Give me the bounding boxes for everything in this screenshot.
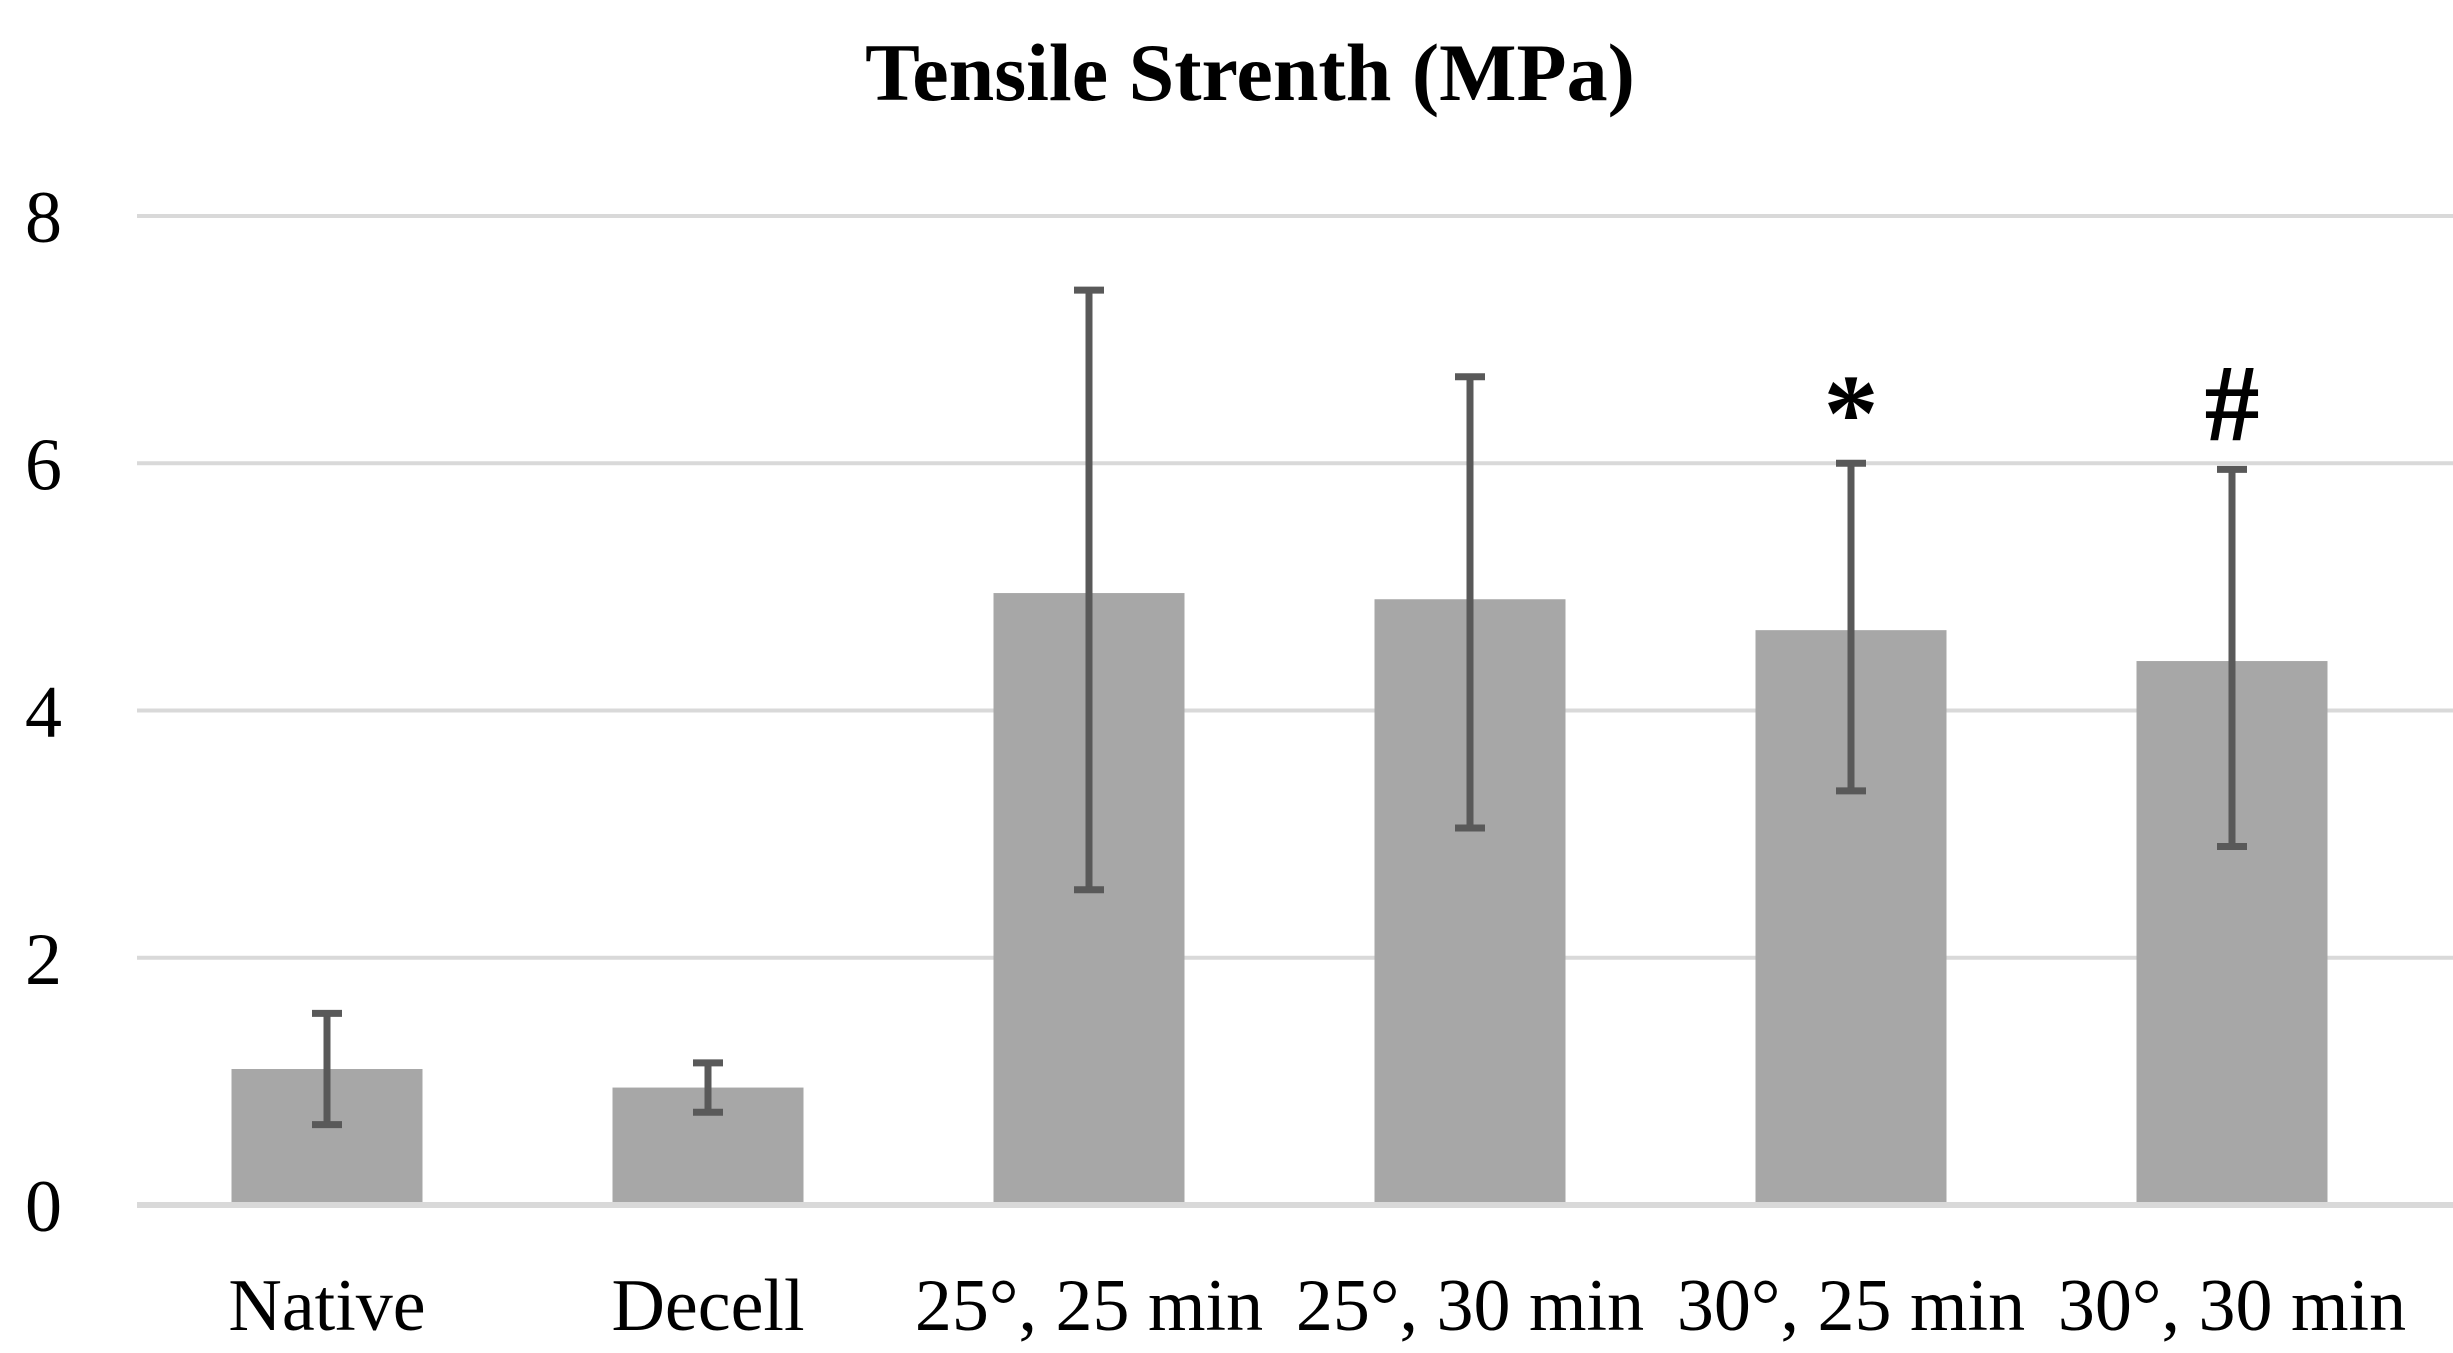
x-axis-label-decell: Decell: [611, 1265, 804, 1347]
x-axis-label-25-25-min: 25°, 25 min: [915, 1265, 1263, 1347]
chart-title: Tensile Strenth (MPa): [865, 27, 1635, 118]
y-axis-tick-label: 2: [25, 919, 62, 1001]
significance-marker-30-30-min: #: [2205, 342, 2260, 464]
significance-marker-30-25-min: *: [1824, 352, 1879, 474]
y-axis-tick-label: 8: [25, 177, 62, 259]
y-axis-tick-label: 4: [25, 672, 62, 754]
x-axis-label-25-30-min: 25°, 30 min: [1296, 1265, 1644, 1347]
bar-layer: [231, 593, 2328, 1205]
gridline-layer: [137, 214, 2453, 960]
error-bar-25-30-min: [1455, 373, 1485, 832]
error-bar-decell: [693, 1059, 723, 1116]
x-axis-label-30-25-min: 30°, 25 min: [1677, 1265, 2025, 1347]
error-bar-native: [312, 1009, 342, 1129]
label-layer: 0 2 4 6 8 Native Decell 25°, 25 min 25°, 30 min 3…: [25, 177, 2406, 1347]
y-axis-tick-label: 6: [25, 424, 62, 506]
error-bar-layer: [312, 286, 2247, 1129]
x-axis-label-native: Native: [228, 1265, 425, 1347]
x-axis-label-30-30-min: 30°, 30 min: [2058, 1265, 2406, 1347]
y-axis-tick-label: 0: [25, 1166, 62, 1248]
error-bar-30-25-min: [1836, 459, 1866, 795]
error-bar-25-25-min: [1074, 286, 1104, 894]
error-bar-30-30-min: [2217, 465, 2247, 850]
